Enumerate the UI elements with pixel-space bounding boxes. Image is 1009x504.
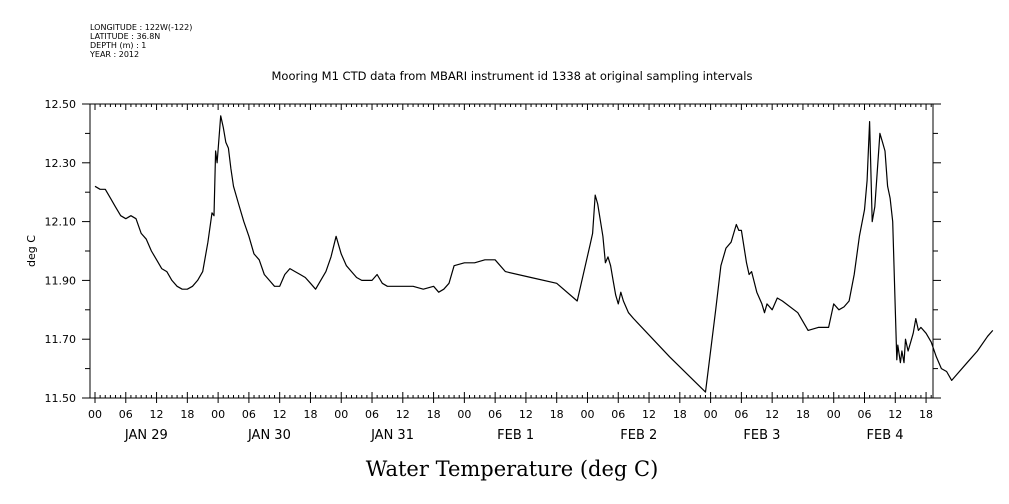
y-tick-label: 12.50 [45, 98, 77, 111]
line-layer [94, 115, 994, 393]
x-tick-label: 00 [211, 408, 225, 421]
y-tick-label: 12.30 [45, 157, 77, 170]
y-tick-label: 12.10 [45, 216, 77, 229]
y-axis-label: deg C [25, 235, 38, 267]
x-tick-label: 06 [858, 408, 872, 421]
x-tick-label: 06 [365, 408, 379, 421]
x-tick-label: 12 [642, 408, 656, 421]
meta-depth: DEPTH (m) : 1 [90, 41, 146, 50]
x-tick-label: 00 [580, 408, 594, 421]
plot-frame [89, 103, 934, 399]
day-label: JAN 29 [124, 428, 168, 443]
day-label: FEB 3 [743, 428, 780, 443]
x-axis-label: Water Temperature (deg C) [366, 457, 659, 481]
data-series-line [94, 115, 994, 393]
x-tick-label: 18 [673, 408, 687, 421]
x-tick-label: 12 [396, 408, 410, 421]
x-tick-label: 06 [488, 408, 502, 421]
x-tick-label: 12 [150, 408, 164, 421]
x-tick-label: 06 [119, 408, 133, 421]
x-tick-label: 18 [919, 408, 933, 421]
x-tick-label: 18 [303, 408, 317, 421]
x-tick-label: 06 [734, 408, 748, 421]
meta-longitude: LONGITUDE : 122W(-122) [90, 23, 192, 32]
x-tick-label: 18 [180, 408, 194, 421]
day-label: JAN 30 [247, 428, 291, 443]
x-tick-label: 00 [334, 408, 348, 421]
x-tick-label: 18 [550, 408, 564, 421]
ticks-layer [82, 103, 941, 403]
meta-latitude: LATITUDE : 36.8N [90, 32, 160, 41]
x-tick-label: 00 [88, 408, 102, 421]
day-label: FEB 2 [620, 428, 657, 443]
x-tick-label: 06 [242, 408, 256, 421]
x-tick-label: 18 [427, 408, 441, 421]
y-tick-label: 11.90 [45, 274, 77, 287]
y-tick-label: 11.70 [45, 333, 77, 346]
x-tick-label: 12 [888, 408, 902, 421]
chart-title: Mooring M1 CTD data from MBARI instrumen… [272, 69, 753, 83]
x-tick-label: 00 [457, 408, 471, 421]
x-tick-label: 12 [765, 408, 779, 421]
x-tick-label: 00 [827, 408, 841, 421]
meta-year: YEAR : 2012 [89, 50, 139, 59]
x-tick-label: 06 [611, 408, 625, 421]
day-label: FEB 4 [867, 428, 904, 443]
day-label: JAN 31 [370, 428, 414, 443]
x-tick-label: 00 [704, 408, 718, 421]
labels-layer: 11.50 11.70 11.90 12.10 12.30 12.50 00 06 12 18 00… [45, 98, 934, 443]
day-label: FEB 1 [497, 428, 534, 443]
x-tick-label: 18 [796, 408, 810, 421]
x-tick-label: 12 [519, 408, 533, 421]
y-tick-label: 11.50 [45, 392, 77, 405]
x-tick-label: 12 [273, 408, 287, 421]
